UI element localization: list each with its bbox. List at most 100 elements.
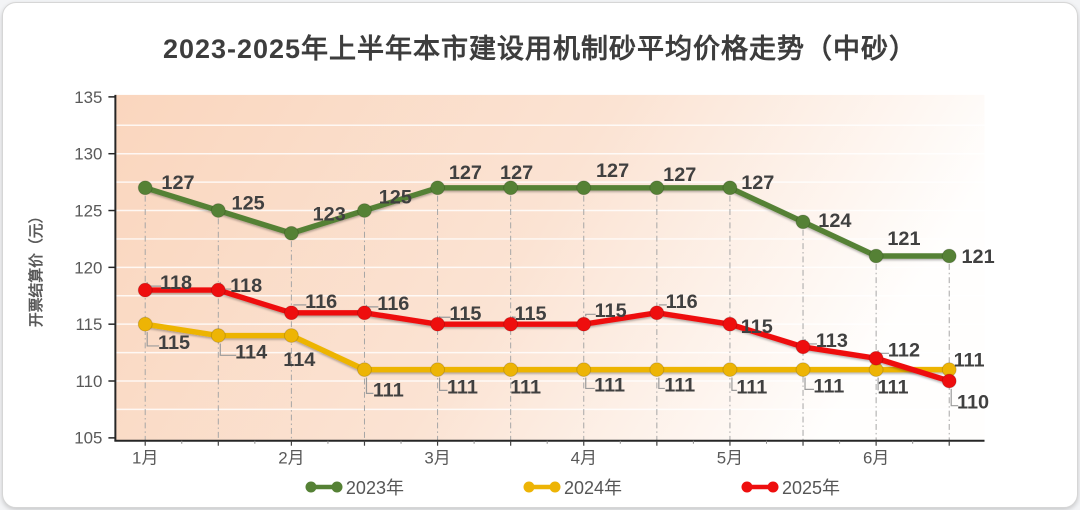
data-point [357, 362, 372, 378]
data-label: 114 [235, 341, 267, 363]
data-point [576, 362, 592, 378]
data-point [357, 305, 372, 321]
data-label: 118 [160, 272, 192, 294]
line-chart: 105 110 115 120 125 130 135 1月 2月 3月 4月 5月 6月 开票结算价（元… [27, 88, 995, 468]
legend-label-2023: 2023年 [345, 478, 404, 498]
data-point [722, 362, 738, 378]
data-point [795, 339, 811, 355]
data-label: 118 [230, 275, 262, 297]
x-tick-label: 5月 [717, 449, 743, 468]
data-label: 114 [283, 349, 315, 371]
data-label: 121 [887, 228, 920, 250]
data-label: 125 [232, 193, 265, 215]
data-label: 115 [515, 303, 547, 325]
x-tick-label: 2月 [278, 449, 304, 468]
data-label: 116 [666, 291, 698, 313]
data-point [283, 225, 299, 241]
data-label: 125 [379, 187, 412, 209]
data-point [210, 203, 226, 218]
data-point [137, 180, 153, 196]
y-tick-label: 105 [74, 429, 102, 448]
data-label: 121 [961, 246, 994, 268]
legend-label-2025: 2025年 [782, 478, 841, 498]
data-point [722, 180, 738, 196]
series-2023: 127 125 123 125 127 127 127 127 127 124 121 121 [137, 160, 995, 268]
x-tick-label: 6月 [863, 449, 889, 468]
label-leader-line [585, 313, 596, 317]
data-label: 111 [954, 350, 985, 372]
label-leader-line [512, 316, 516, 318]
data-point [430, 316, 446, 332]
data-point [649, 305, 665, 321]
y-tick-label: 115 [76, 315, 103, 334]
data-label: 111 [594, 374, 625, 396]
data-point [430, 180, 446, 196]
label-leader-line [950, 388, 959, 407]
series-line [142, 287, 952, 384]
data-label: 124 [818, 210, 851, 232]
axes: 105 110 115 120 125 130 135 1月 2月 3月 4月 5月 6月 [74, 88, 985, 468]
legend-marker-2023 [304, 480, 344, 494]
data-point [649, 362, 665, 378]
x-tick-label: 3月 [424, 449, 450, 468]
data-point [576, 316, 592, 332]
data-label: 115 [449, 303, 481, 325]
data-label: 113 [816, 330, 848, 352]
label-leader-line [219, 343, 237, 356]
data-point [210, 282, 226, 298]
data-label: 127 [449, 162, 482, 184]
data-point [941, 248, 957, 264]
data-label: 123 [313, 203, 346, 225]
data-label: 116 [377, 293, 409, 315]
label-leader-line [585, 377, 595, 390]
label-leader-line [438, 316, 451, 318]
y-tick-label: 130 [74, 145, 102, 164]
y-tick-label: 110 [76, 372, 103, 391]
data-point [868, 350, 884, 366]
data-label: 112 [888, 339, 920, 361]
data-label: 127 [741, 172, 774, 194]
data-label: 115 [595, 300, 627, 322]
legend-marker-2024 [522, 480, 562, 494]
chart-title: 2023-2025年上半年本市建设用机制砂平均价格走势（中砂） [162, 34, 918, 64]
x-tick-label: 1月 [132, 449, 158, 468]
data-point [283, 328, 299, 343]
data-label: 111 [510, 376, 541, 398]
data-label: 127 [161, 172, 194, 194]
data-label: 111 [736, 376, 767, 398]
label-leader-line [146, 332, 160, 347]
legend-marker-2025 [740, 480, 780, 494]
data-point [941, 373, 957, 389]
y-tick-label: 125 [74, 202, 102, 221]
data-label: 127 [500, 162, 533, 184]
legend-item-2023: 2023年 [304, 474, 404, 500]
data-label: 111 [447, 376, 478, 398]
data-point [795, 362, 811, 378]
data-label: 110 [957, 392, 989, 414]
y-tick-label: 135 [74, 88, 102, 107]
data-label: 111 [373, 379, 404, 401]
data-label: 116 [305, 291, 337, 313]
series-line [142, 185, 952, 259]
label-leader-line [658, 377, 665, 390]
series-line [142, 321, 952, 373]
label-leader-line [365, 377, 374, 394]
chart-legend: 2023年 2024年 2025年 [35, 474, 1077, 500]
data-point [868, 248, 884, 264]
data-label: 111 [878, 376, 909, 398]
data-point [503, 180, 519, 196]
legend-label-2024: 2024年 [563, 478, 623, 498]
data-point [503, 362, 519, 378]
y-axis-title: 开票结算价（元） [27, 209, 45, 328]
data-point [430, 362, 446, 378]
data-point [137, 282, 153, 298]
series-2024: 115 114 114 111 111 111 111 111 111 111 111 111 [137, 316, 985, 401]
data-label: 127 [596, 160, 629, 182]
legend-item-2024: 2024年 [522, 474, 622, 500]
label-leader-line [804, 377, 814, 390]
data-point [722, 316, 738, 332]
label-leader-line [438, 377, 448, 391]
data-point [795, 214, 811, 230]
data-label: 115 [741, 316, 773, 338]
data-point [283, 305, 299, 321]
